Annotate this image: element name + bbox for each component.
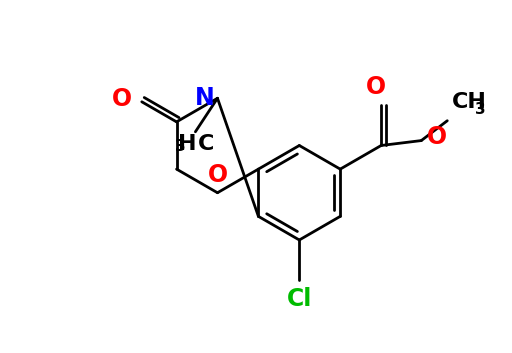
Text: H: H	[178, 134, 197, 154]
Text: 3: 3	[175, 139, 185, 154]
Text: N: N	[195, 86, 215, 110]
Text: Cl: Cl	[287, 287, 312, 311]
Text: O: O	[207, 163, 227, 187]
Text: O: O	[112, 87, 132, 111]
Text: C: C	[198, 134, 215, 154]
Text: O: O	[366, 76, 386, 100]
Text: 3: 3	[475, 102, 485, 117]
Text: CH: CH	[452, 92, 487, 112]
Text: O: O	[427, 125, 447, 149]
